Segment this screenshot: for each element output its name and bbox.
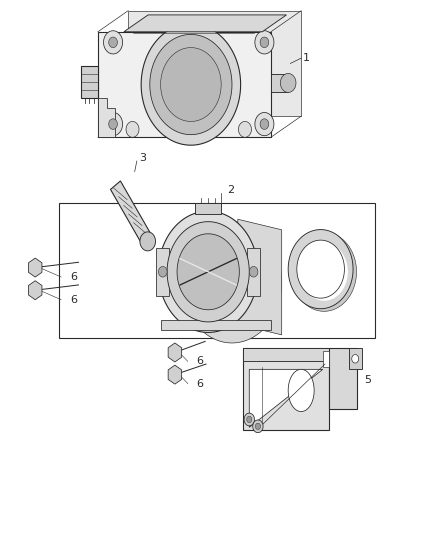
Text: 5: 5 (364, 375, 371, 385)
Polygon shape (238, 219, 282, 335)
Polygon shape (168, 365, 182, 384)
Polygon shape (244, 413, 254, 426)
Polygon shape (352, 354, 359, 363)
Polygon shape (126, 122, 139, 138)
Polygon shape (28, 281, 42, 300)
Polygon shape (247, 416, 252, 423)
Polygon shape (159, 211, 258, 333)
Polygon shape (329, 348, 357, 409)
Polygon shape (159, 266, 167, 277)
Polygon shape (182, 222, 282, 343)
Polygon shape (349, 348, 362, 369)
Polygon shape (260, 37, 269, 47)
Polygon shape (247, 248, 260, 295)
Polygon shape (260, 119, 269, 130)
Polygon shape (255, 112, 274, 136)
Polygon shape (195, 203, 221, 214)
Polygon shape (238, 122, 251, 138)
Polygon shape (156, 248, 169, 295)
Polygon shape (292, 232, 357, 311)
Text: 4: 4 (334, 259, 341, 269)
Polygon shape (150, 35, 232, 135)
Polygon shape (98, 32, 271, 138)
Polygon shape (124, 15, 286, 32)
Polygon shape (140, 232, 155, 251)
Polygon shape (28, 258, 42, 277)
Text: 3: 3 (139, 154, 146, 164)
Text: 6: 6 (197, 357, 204, 367)
Polygon shape (109, 37, 117, 47)
Polygon shape (141, 24, 240, 145)
Polygon shape (288, 369, 314, 411)
Polygon shape (103, 31, 123, 54)
Polygon shape (271, 74, 288, 92)
Polygon shape (249, 369, 323, 427)
Text: 6: 6 (70, 272, 77, 282)
Polygon shape (249, 266, 258, 277)
Polygon shape (103, 112, 123, 136)
Polygon shape (98, 98, 115, 138)
Polygon shape (110, 181, 150, 241)
Polygon shape (255, 31, 274, 54)
Polygon shape (168, 343, 182, 362)
Polygon shape (109, 119, 117, 130)
Polygon shape (297, 240, 344, 298)
Polygon shape (280, 74, 296, 92)
Polygon shape (300, 243, 348, 301)
Polygon shape (167, 222, 249, 322)
Text: 2: 2 (227, 185, 234, 195)
Polygon shape (323, 351, 329, 367)
Text: 1: 1 (304, 53, 311, 63)
Polygon shape (161, 47, 221, 122)
Polygon shape (288, 230, 353, 309)
Polygon shape (128, 11, 301, 116)
Polygon shape (253, 420, 263, 433)
Text: 6: 6 (197, 378, 204, 389)
Polygon shape (161, 320, 271, 330)
Text: 6: 6 (70, 295, 77, 305)
Polygon shape (81, 66, 98, 98)
Polygon shape (255, 423, 261, 430)
Polygon shape (177, 234, 239, 310)
Polygon shape (243, 348, 329, 430)
Bar (59, 203, 374, 338)
Polygon shape (243, 348, 357, 361)
